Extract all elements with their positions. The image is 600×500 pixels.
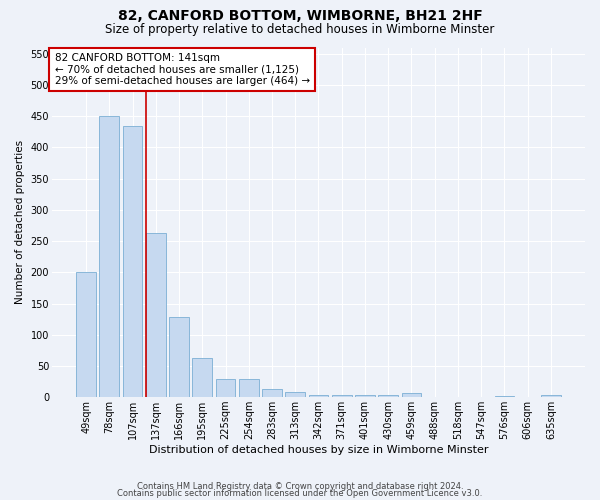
Bar xyxy=(541,396,561,397)
Text: Contains HM Land Registry data © Crown copyright and database right 2024.: Contains HM Land Registry data © Crown c… xyxy=(137,482,463,491)
Bar xyxy=(262,389,282,397)
Bar xyxy=(146,233,166,397)
Bar xyxy=(286,392,305,397)
Text: Size of property relative to detached houses in Wimborne Minster: Size of property relative to detached ho… xyxy=(106,22,494,36)
Bar xyxy=(76,272,96,397)
Bar xyxy=(122,126,142,397)
Text: Contains public sector information licensed under the Open Government Licence v3: Contains public sector information licen… xyxy=(118,489,482,498)
Bar xyxy=(215,379,235,397)
Bar xyxy=(308,394,328,397)
Bar xyxy=(332,394,352,397)
Text: 82, CANFORD BOTTOM, WIMBORNE, BH21 2HF: 82, CANFORD BOTTOM, WIMBORNE, BH21 2HF xyxy=(118,9,482,23)
Bar xyxy=(193,358,212,397)
Bar xyxy=(169,317,189,397)
Bar xyxy=(425,396,445,397)
Bar xyxy=(379,394,398,397)
Y-axis label: Number of detached properties: Number of detached properties xyxy=(15,140,25,304)
Bar xyxy=(401,393,421,397)
X-axis label: Distribution of detached houses by size in Wimborne Minster: Distribution of detached houses by size … xyxy=(149,445,488,455)
Text: 82 CANFORD BOTTOM: 141sqm
← 70% of detached houses are smaller (1,125)
29% of se: 82 CANFORD BOTTOM: 141sqm ← 70% of detac… xyxy=(55,52,310,86)
Bar xyxy=(494,396,514,397)
Bar xyxy=(100,116,119,397)
Bar xyxy=(355,394,375,397)
Bar xyxy=(239,379,259,397)
